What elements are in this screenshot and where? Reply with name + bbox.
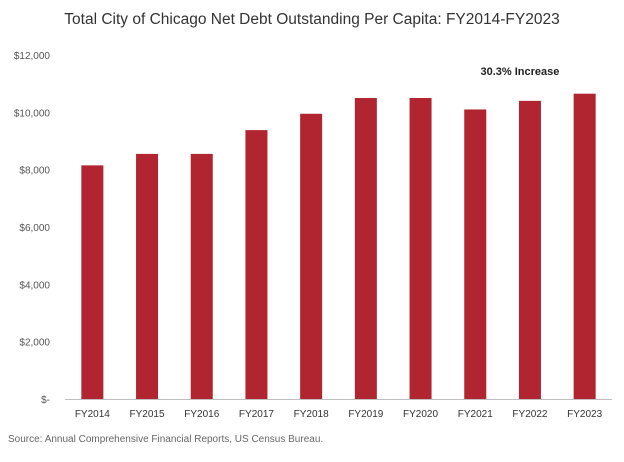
y-tick-label: $12,000 [14,51,51,62]
chart-title: Total City of Chicago Net Debt Outstandi… [64,11,559,28]
x-tick-label: FY2018 [294,409,329,420]
x-axis-tick-labels: FY2014 FY2015 FY2016 FY2017 FY2018 FY2019 FY20… [75,409,603,420]
y-tick-label: $- [41,395,50,406]
bar-fy2017 [245,130,268,399]
x-tick-label: FY2022 [512,409,547,420]
x-tick-label: FY2023 [567,409,602,420]
x-tick-label: FY2021 [458,409,493,420]
x-tick-label: FY2014 [75,409,110,420]
bar-fy2014 [81,165,104,399]
bar-fy2020 [409,98,432,399]
bar-fy2023 [573,93,596,399]
increase-annotation: 30.3% Increase [481,66,560,78]
y-axis-tick-labels: $- $2,000 $4,000 $6,000 $8,000 $10,000 $12,000 [14,51,51,406]
bars [81,93,596,400]
y-tick-label: $8,000 [19,166,50,177]
bar-fy2022 [518,100,541,399]
bar-fy2015 [136,153,159,399]
x-tick-label: FY2017 [239,409,274,420]
y-tick-label: $10,000 [14,108,51,119]
x-tick-label: FY2015 [130,409,165,420]
y-tick-label: $4,000 [19,280,50,291]
bar-fy2016 [190,153,213,399]
bar-fy2021 [464,109,487,399]
bar-fy2019 [354,98,377,399]
bar-fy2018 [300,113,323,400]
x-tick-label: FY2020 [403,409,438,420]
source-note: Source: Annual Comprehensive Financial R… [8,434,323,445]
y-tick-label: $2,000 [19,338,50,349]
x-tick-label: FY2019 [348,409,383,420]
y-tick-label: $6,000 [19,223,50,234]
x-tick-label: FY2016 [184,409,219,420]
